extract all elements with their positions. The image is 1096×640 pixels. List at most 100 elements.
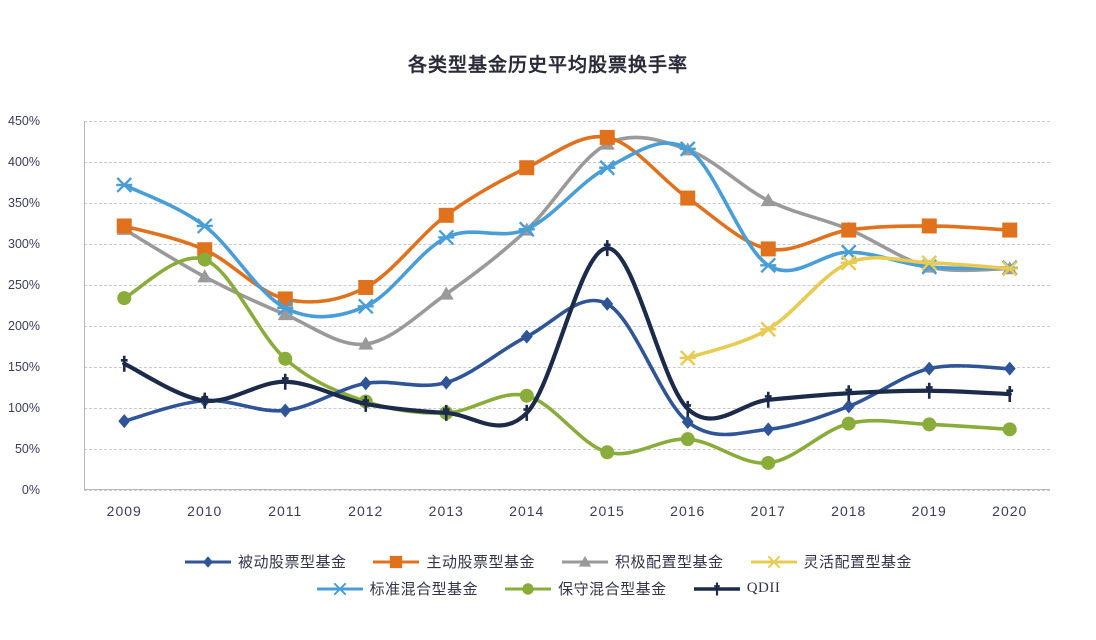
data-point-marker [518,221,535,238]
data-point-marker [601,296,614,311]
data-point-marker [438,207,454,223]
plot-area [84,121,1050,491]
legend-item-被动股票型基金[interactable]: 被动股票型基金 [184,551,347,572]
legend-label: 主动股票型基金 [426,555,535,571]
data-point-marker [680,432,695,447]
data-point-marker [120,355,128,372]
y-axis-tick-label: 0% [21,483,40,497]
series-保守混合型基金 [117,252,1017,470]
data-point-marker [1006,386,1014,403]
legend-item-积极配置型基金[interactable]: 积极配置型基金 [561,551,724,572]
data-point-marker [196,218,213,234]
gridline [84,408,1050,409]
legend-swatch-icon [184,554,232,570]
legend-label: 标准混合型基金 [369,582,479,598]
legend-label: 被动股票型基金 [237,555,347,571]
y-axis-tick-label: 300% [8,237,40,251]
legend-item-标准混合型基金[interactable]: 标准混合型基金 [316,578,479,599]
data-point-marker [681,414,694,429]
y-axis-tick-label: 50% [14,442,40,456]
gridline [84,449,1050,450]
data-point-marker [845,385,853,402]
data-point-marker [277,307,293,321]
data-point-marker [197,252,212,267]
data-point-marker [442,404,450,421]
data-point-marker [438,286,454,300]
data-point-marker [760,241,776,257]
data-point-marker [679,350,696,366]
gridline [84,244,1050,245]
legend-item-QDII[interactable]: QDII [693,580,781,597]
data-point-marker [118,414,131,429]
data-point-marker [841,416,856,431]
legend-item-主动股票型基金[interactable]: 主动股票型基金 [372,551,535,572]
data-point-marker [578,555,592,567]
x-axis-tick-label: 2020 [992,503,1028,519]
series-标准混合型基金 [116,141,1018,319]
data-point-marker [359,376,372,391]
data-point-marker [680,190,696,206]
data-point-marker [761,455,776,470]
series-line [122,134,1012,304]
y-axis-tick-label: 350% [8,196,40,210]
legend-swatch-icon [750,554,798,570]
y-axis-tick-label: 200% [8,319,40,333]
data-point-marker [358,336,374,350]
data-point-marker [841,222,857,238]
data-point-marker [357,298,374,315]
data-point-marker [277,300,294,316]
gridline [84,490,1050,491]
data-point-marker [116,218,132,234]
data-point-marker [603,240,611,257]
data-point-marker [279,403,292,418]
data-point-marker [923,361,936,376]
series-line [122,141,1012,319]
series-line [122,256,1012,465]
legend-label: QDII [746,580,781,596]
x-axis-tick-label: 2016 [670,503,706,519]
series-line [685,255,1012,360]
x-axis-tick-label: 2013 [428,503,464,519]
data-point-marker [925,382,933,399]
legend-label: 积极配置型基金 [615,555,724,571]
series-line [122,135,1012,347]
data-point-marker [760,257,777,274]
gridline [84,367,1050,368]
data-point-marker [760,321,777,338]
legend-swatch-icon [316,581,364,597]
data-point-marker [197,269,213,283]
legend-item-灵活配置型基金[interactable]: 灵活配置型基金 [750,551,913,572]
data-point-marker [922,417,937,432]
x-axis-tick-label: 2015 [589,503,625,519]
data-point-marker [842,399,855,414]
data-point-marker [523,404,531,421]
series-被动股票型基金 [118,296,1016,437]
legend-swatch-icon [561,554,609,570]
data-point-marker [522,582,534,595]
x-axis-tick-label: 2012 [348,503,384,519]
series-layer [116,129,1018,470]
legend-label: 保守混合型基金 [558,582,667,598]
legend-swatch-icon [372,554,420,570]
data-point-marker [333,582,347,595]
legend-swatch-icon [504,581,552,597]
legend-item-保守混合型基金[interactable]: 保守混合型基金 [504,578,667,599]
x-axis-tick-label: 2017 [750,503,786,519]
data-point-marker [921,218,937,234]
data-point-marker [684,400,692,417]
data-point-marker [203,555,213,568]
data-point-marker [713,581,720,596]
data-point-marker [440,375,453,390]
data-point-marker [840,255,857,271]
data-point-marker [1002,222,1018,238]
data-point-marker [390,555,403,568]
data-point-marker [519,388,534,403]
x-axis-tick-label: 2010 [187,503,223,519]
x-axis-tick-label: 2014 [509,503,545,519]
data-point-marker [116,177,133,193]
data-point-marker [520,329,533,344]
series-QDII [120,240,1014,428]
y-axis-tick-label: 100% [8,401,40,415]
data-point-marker [201,392,209,409]
